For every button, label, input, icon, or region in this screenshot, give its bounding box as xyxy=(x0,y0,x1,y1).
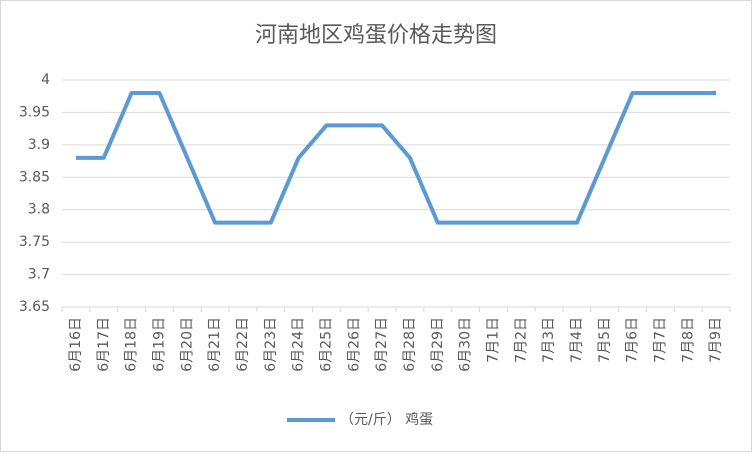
x-tick-label: 6月19日 xyxy=(151,317,167,372)
y-tick-label: 3.65 xyxy=(19,299,50,315)
x-tick-label: 6月17日 xyxy=(96,317,112,372)
x-tick-label: 7月2日 xyxy=(513,317,529,363)
x-tick-label: 7月1日 xyxy=(485,317,501,363)
x-tick-label: 6月23日 xyxy=(263,317,279,372)
x-tick-label: 6月21日 xyxy=(207,317,223,372)
x-tick-label: 7月3日 xyxy=(541,317,557,363)
y-tick-label: 3.75 xyxy=(19,234,50,250)
y-tick-label: 3.9 xyxy=(28,137,50,153)
x-tick-label: 6月16日 xyxy=(68,317,84,372)
x-tick-label: 6月22日 xyxy=(235,317,251,372)
x-tick-label: 7月6日 xyxy=(625,317,641,363)
x-tick-label: 7月4日 xyxy=(569,317,585,363)
chart-title: 河南地区鸡蛋价格走势图 xyxy=(255,23,497,48)
line xyxy=(75,90,717,225)
legend-label: （元/斤） 鸡蛋 xyxy=(340,411,433,428)
x-tick-label: 6月27日 xyxy=(374,317,390,372)
x-tick-label: 6月24日 xyxy=(291,317,307,372)
y-tick-label: 3.95 xyxy=(19,104,50,120)
x-tick-label: 6月25日 xyxy=(318,317,334,372)
y-tick-label: 3.8 xyxy=(28,202,50,218)
x-tick-label: 6月28日 xyxy=(402,317,418,372)
x-tick-label: 6月30日 xyxy=(458,317,474,372)
x-tick-label: 7月8日 xyxy=(680,317,696,363)
y-tick-label: 4 xyxy=(41,72,50,88)
x-tick-label: 7月9日 xyxy=(708,317,724,363)
y-tick-label: 3.85 xyxy=(19,169,50,185)
y-tick-label: 3.7 xyxy=(28,267,50,283)
x-tick-label: 6月20日 xyxy=(179,317,195,372)
x-tick-label: 6月18日 xyxy=(124,317,140,372)
x-tick-label: 7月5日 xyxy=(597,317,613,363)
x-tick-label: 6月29日 xyxy=(430,317,446,372)
x-tick-label: 7月7日 xyxy=(652,317,668,363)
x-tick-label: 6月26日 xyxy=(346,317,362,372)
